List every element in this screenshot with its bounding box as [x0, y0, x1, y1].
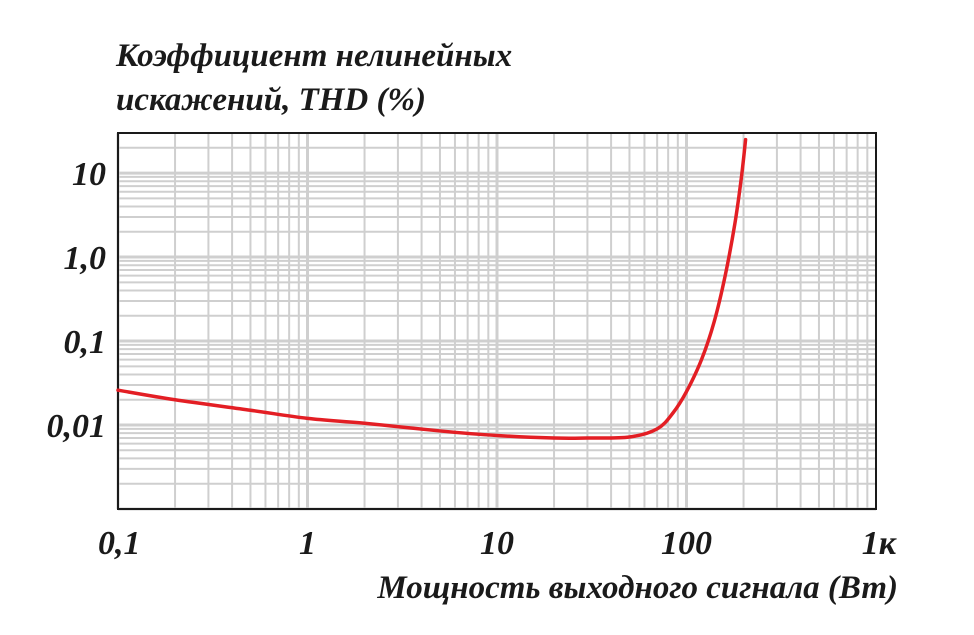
y-tick-label: 10: [72, 156, 106, 193]
y-axis-title-line-2: искажений, THD (%): [116, 82, 426, 118]
y-tick-label: 0,1: [64, 324, 107, 361]
series-line-0: [116, 137, 748, 441]
x-tick-label: 1: [299, 525, 316, 562]
x-tick-label: 10: [480, 525, 514, 562]
x-tick-label: 1к: [862, 525, 897, 562]
x-tick-labels: 0,1 1 10 100 1к: [98, 525, 897, 562]
y-tick-label: 1,0: [64, 240, 107, 277]
grid: [116, 132, 876, 511]
y-axis-title-line-1: Коэффициент нелинейных: [115, 38, 512, 74]
y-tick-labels: 10 1,0 0,1 0,01: [47, 156, 107, 445]
y-tick-label: 0,01: [47, 408, 107, 445]
series-layer: [116, 137, 748, 441]
x-tick-label: 100: [661, 525, 712, 562]
x-axis-title: Мощность выходного сигнала (Вт): [376, 570, 898, 606]
plot-frame: [117, 132, 877, 510]
x-tick-label: 0,1: [98, 525, 141, 562]
